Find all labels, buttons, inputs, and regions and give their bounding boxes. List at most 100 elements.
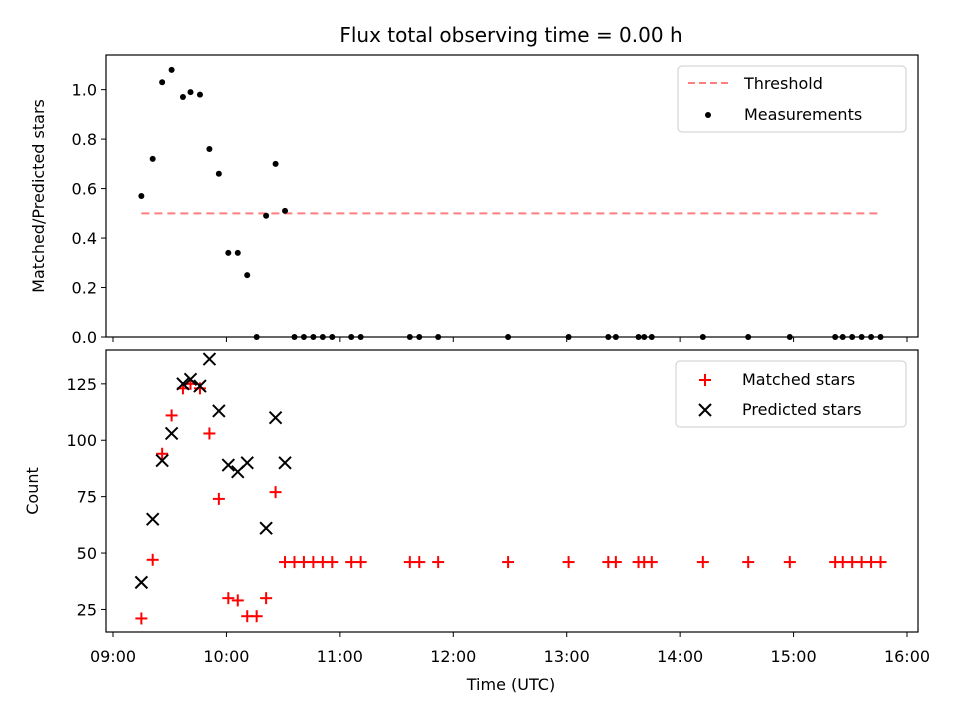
matched-point-1 [146,553,159,566]
measurement-point-39 [858,334,865,340]
bottom-x-ticks: 09:00 10:00 11:00 12:00 13:00 14:00 15:00 16:00 [90,632,930,666]
matched-point-27 [562,556,575,569]
legend-threshold-label: Threshold [743,74,823,93]
measurement-point-19 [319,334,326,340]
measurement-point-9 [225,249,232,256]
x-tick-label-3: 12:00 [430,647,476,666]
bottom-y-tick-label-1: 50 [77,544,97,563]
matched-point-8 [212,492,225,505]
measurement-point-3 [168,66,175,73]
measurement-point-12 [253,334,260,340]
measurement-point-10 [234,249,241,256]
bottom-legend: Matched stars Predicted stars [675,360,907,428]
matched-point-29 [609,556,622,569]
bottom-y-axis-label: Count [23,467,42,515]
measurement-point-17 [300,334,307,340]
measurement-point-30 [635,334,642,340]
measurement-point-34 [745,334,752,340]
matched-point-10 [231,594,244,607]
measurement-point-18 [310,334,317,340]
measurement-point-0 [138,193,145,199]
legend-measurements-swatch [705,112,711,118]
x-tick-label-2: 11:00 [317,647,363,666]
predicted-point-0 [134,575,149,590]
bottom-y-tick-label-0: 25 [77,600,97,619]
matched-point-24 [413,556,426,569]
measurement-point-14 [272,160,279,167]
matched-point-22 [354,556,367,569]
top-y-tick-label-3: 0.6 [72,180,97,199]
predicted-point-5 [183,372,198,387]
measurement-point-5 [187,89,194,96]
measurement-point-36 [832,334,839,340]
measurement-point-37 [839,334,846,340]
chart-title: Flux total observing time = 0.00 h [339,23,682,47]
measurement-point-13 [263,212,270,219]
top-y-tick-label-1: 0.2 [72,279,97,298]
top-x-ticks [112,337,908,342]
matched-point-34 [742,556,755,569]
top-panel: 0.0 0.2 0.4 0.6 0.8 1.0 Matched/Predicted sta… [29,54,919,347]
predicted-point-4 [176,377,190,391]
matched-point-0 [135,612,148,625]
measurement-point-8 [215,170,222,177]
measurement-point-26 [505,334,512,340]
top-y-tick-label-5: 1.0 [72,81,97,100]
top-y-axis-label: Matched/Predicted stars [29,99,48,293]
predicted-point-11 [240,456,254,470]
bottom-y-ticks: 25 50 75 100 125 [66,375,106,619]
measurement-point-22 [357,334,364,340]
measurement-point-41 [877,334,884,340]
predicted-point-14 [278,456,292,470]
matched-point-25 [432,556,445,569]
top-y-tick-label-0: 0.0 [72,328,97,347]
matched-point-3 [165,409,178,422]
matched-point-7 [203,427,216,440]
measurement-point-15 [282,207,289,214]
measurement-point-35 [786,334,793,340]
predicted-point-12 [259,521,273,535]
measurement-point-38 [849,334,856,340]
measurement-point-32 [648,334,655,340]
measurement-point-4 [179,94,186,101]
matched-point-41 [874,556,887,569]
top-y-tick-label-2: 0.4 [72,229,97,248]
legend-predicted-swatch [698,403,712,417]
measurement-point-25 [435,334,442,340]
x-tick-label-7: 16:00 [884,647,930,666]
legend-matched-swatch [699,374,711,386]
measurement-point-28 [605,334,612,340]
x-tick-label-5: 14:00 [657,647,703,666]
measurement-point-2 [159,79,166,86]
measurement-point-40 [868,334,875,340]
measurement-point-6 [196,91,203,98]
predicted-point-3 [164,426,179,441]
top-legend: Threshold Measurements [677,65,907,133]
predicted-point-1 [145,512,160,526]
bottom-legend-box [675,360,907,428]
predicted-point-7 [202,352,217,366]
legend-matched-label: Matched stars [742,370,855,389]
top-y-ticks: 0.0 0.2 0.4 0.6 0.8 1.0 [72,81,106,347]
measurement-point-24 [416,334,423,340]
matched-point-33 [696,556,709,569]
top-legend-box [677,65,907,133]
legend-predicted-label: Predicted stars [742,400,862,419]
matched-point-26 [502,556,515,569]
measurement-point-23 [406,334,413,340]
matched-point-14 [269,486,282,499]
matched-point-20 [326,556,339,569]
measurement-point-27 [565,334,572,340]
bottom-y-tick-label-4: 125 [66,375,97,394]
predicted-point-13 [268,410,283,425]
measurement-point-20 [329,334,336,340]
top-y-tick-label-4: 0.8 [72,130,97,149]
matched-point-12 [250,610,263,623]
x-tick-label-1: 10:00 [203,647,249,666]
measurement-point-11 [244,272,251,279]
matched-point-9 [222,592,235,605]
matched-point-13 [260,592,273,605]
measurement-point-29 [612,334,619,340]
top-plot-frame [105,54,919,338]
